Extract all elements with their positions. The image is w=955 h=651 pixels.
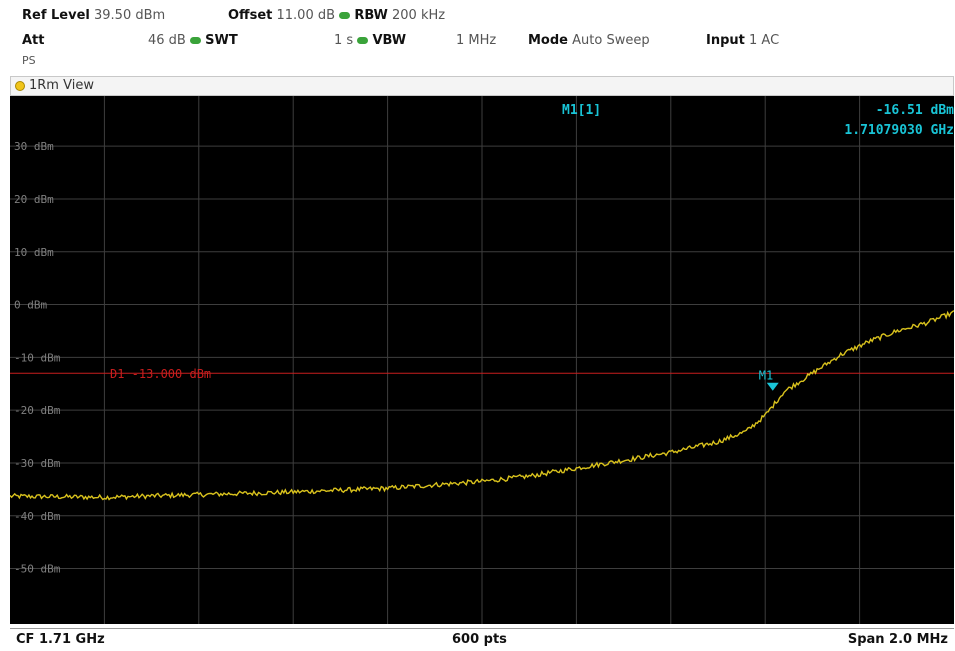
- marker-readout-frequency: 1.71079030 GHz: [844, 123, 954, 138]
- input-label: Input: [706, 33, 745, 48]
- swt-label: SWT: [205, 33, 238, 48]
- center-frequency[interactable]: CF 1.71 GHz: [16, 632, 105, 647]
- rbw-label: RBW: [354, 8, 388, 23]
- grid: [10, 96, 954, 624]
- att-label: Att: [22, 33, 45, 48]
- trace-1: [10, 310, 954, 501]
- y-tick-label: -40 dBm: [14, 510, 61, 523]
- rbw-value[interactable]: 200 kHz: [392, 8, 446, 23]
- input-value[interactable]: 1 AC: [749, 33, 780, 48]
- spectrum-display[interactable]: 30 dBm 20 dBm 10 dBm 0 dBm -10 dBm -20 dBm -30…: [10, 96, 954, 624]
- marker-m1-icon[interactable]: [766, 382, 779, 391]
- y-tick-label: -50 dBm: [14, 563, 61, 576]
- trace-indicator-icon: [15, 81, 25, 91]
- ps-indicator: PS: [22, 54, 36, 67]
- mode-value[interactable]: Auto Sweep: [572, 33, 650, 48]
- marker-readout-level: -16.51 dBm: [876, 103, 954, 118]
- offset-value[interactable]: 11.00 dB: [276, 8, 336, 23]
- setup-header: Ref Level 39.50 dBm Offset 11.00 dB RBW …: [0, 0, 955, 74]
- y-tick-label: 10 dBm: [14, 246, 54, 259]
- ref-level-label: Ref Level: [22, 8, 90, 23]
- spectrum-plot[interactable]: 30 dBm 20 dBm 10 dBm 0 dBm -10 dBm -20 dBm -30…: [10, 96, 954, 624]
- att-value[interactable]: 46 dB: [148, 33, 186, 48]
- att-coupled-icon: [190, 37, 201, 44]
- vbw-label: VBW: [372, 33, 407, 48]
- y-tick-label: -10 dBm: [14, 351, 61, 364]
- view-titlebar[interactable]: 1Rm View: [10, 76, 954, 96]
- vbw-coupled-icon: [357, 37, 369, 44]
- marker-readout-name: M1[1]: [562, 103, 601, 118]
- marker-m1-tag: M1: [759, 369, 773, 383]
- frequency-span[interactable]: Span 2.0 MHz: [847, 632, 948, 647]
- vbw-value[interactable]: 1 MHz: [456, 33, 497, 48]
- sweep-points[interactable]: 600 pts: [452, 632, 507, 647]
- mode-label: Mode: [528, 33, 568, 48]
- y-tick-label: 0 dBm: [14, 299, 47, 312]
- rbw-coupled-icon: [339, 12, 351, 19]
- swt-value[interactable]: 1 s: [334, 33, 354, 48]
- status-footer: CF 1.71 GHz 600 pts Span 2.0 MHz: [10, 628, 954, 651]
- ref-level-value[interactable]: 39.50 dBm: [94, 8, 166, 23]
- y-tick-label: -20 dBm: [14, 404, 61, 417]
- offset-label: Offset: [228, 8, 273, 23]
- y-tick-label: -30 dBm: [14, 457, 61, 470]
- view-title: 1Rm View: [29, 78, 94, 93]
- y-axis-labels: 30 dBm 20 dBm 10 dBm 0 dBm -10 dBm -20 dBm -30…: [14, 140, 61, 575]
- display-line-label: D1 -13.000 dBm: [110, 367, 211, 381]
- y-tick-label: 20 dBm: [14, 193, 54, 206]
- y-tick-label: 30 dBm: [14, 140, 54, 153]
